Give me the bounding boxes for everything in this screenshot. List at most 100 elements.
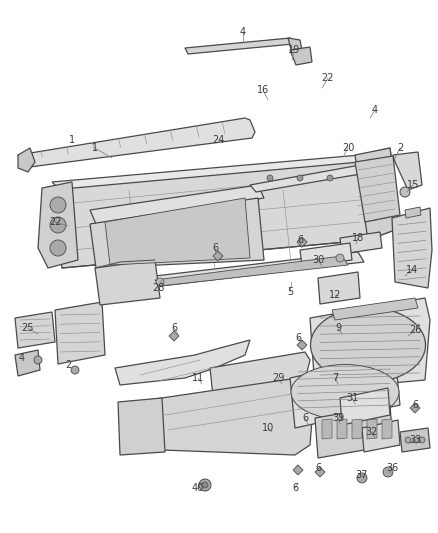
Polygon shape	[148, 375, 322, 455]
Polygon shape	[400, 428, 430, 452]
Circle shape	[50, 240, 66, 256]
Polygon shape	[367, 419, 377, 439]
Polygon shape	[310, 298, 430, 390]
Text: 30: 30	[312, 255, 324, 265]
Polygon shape	[118, 398, 165, 455]
Polygon shape	[315, 405, 393, 458]
Circle shape	[413, 437, 419, 443]
Text: 39: 39	[332, 413, 344, 423]
Text: 6: 6	[171, 323, 177, 333]
Circle shape	[199, 479, 211, 491]
Polygon shape	[340, 388, 390, 425]
Text: 9: 9	[335, 323, 341, 333]
Circle shape	[400, 187, 410, 197]
Polygon shape	[169, 331, 179, 341]
Polygon shape	[332, 298, 418, 320]
Circle shape	[71, 366, 79, 374]
Text: 31: 31	[346, 393, 358, 403]
Circle shape	[419, 437, 425, 443]
Circle shape	[336, 254, 344, 262]
Polygon shape	[297, 237, 307, 247]
Circle shape	[267, 175, 273, 181]
Polygon shape	[392, 208, 432, 288]
Polygon shape	[95, 260, 160, 305]
Polygon shape	[393, 152, 422, 190]
Text: 6: 6	[412, 400, 418, 410]
Text: 15: 15	[407, 180, 419, 190]
Circle shape	[297, 175, 303, 181]
Text: 6: 6	[212, 243, 218, 253]
Polygon shape	[38, 182, 78, 268]
Circle shape	[156, 278, 164, 286]
Text: 33: 33	[409, 435, 421, 445]
Circle shape	[367, 164, 383, 180]
Text: 18: 18	[352, 233, 364, 243]
Text: 11: 11	[192, 373, 204, 383]
Text: 6: 6	[295, 333, 301, 343]
Text: 14: 14	[406, 265, 418, 275]
Polygon shape	[213, 251, 223, 261]
Circle shape	[202, 482, 208, 488]
Text: 2: 2	[397, 143, 403, 153]
Circle shape	[50, 217, 66, 233]
Text: 22: 22	[49, 217, 61, 227]
Polygon shape	[337, 419, 347, 439]
Polygon shape	[322, 419, 332, 439]
Polygon shape	[15, 350, 40, 376]
Text: 6: 6	[302, 413, 308, 423]
Polygon shape	[18, 118, 255, 168]
Polygon shape	[250, 165, 366, 192]
Ellipse shape	[291, 365, 399, 419]
Text: 1: 1	[92, 143, 98, 153]
Polygon shape	[410, 403, 420, 413]
Text: 32: 32	[366, 427, 378, 437]
Polygon shape	[290, 47, 312, 65]
Polygon shape	[293, 465, 303, 475]
Ellipse shape	[311, 308, 425, 383]
Text: 4: 4	[372, 105, 378, 115]
Text: 1: 1	[69, 135, 75, 145]
Text: 6: 6	[315, 463, 321, 473]
Polygon shape	[315, 467, 325, 477]
Text: 40: 40	[192, 483, 204, 493]
Polygon shape	[297, 340, 307, 350]
Polygon shape	[352, 419, 362, 439]
Text: 29: 29	[272, 373, 284, 383]
Polygon shape	[138, 252, 364, 288]
Text: 25: 25	[22, 323, 34, 333]
Text: 16: 16	[257, 85, 269, 95]
Polygon shape	[210, 352, 310, 415]
Polygon shape	[55, 302, 105, 364]
Polygon shape	[382, 419, 392, 439]
Text: 24: 24	[212, 135, 224, 145]
Polygon shape	[115, 340, 250, 385]
Polygon shape	[52, 155, 368, 190]
Polygon shape	[52, 162, 368, 268]
Circle shape	[367, 184, 383, 200]
Text: 6: 6	[292, 483, 298, 493]
Text: 22: 22	[322, 73, 334, 83]
Circle shape	[357, 473, 367, 483]
Polygon shape	[362, 420, 400, 452]
Polygon shape	[90, 198, 264, 268]
Polygon shape	[340, 232, 382, 254]
Text: 5: 5	[287, 287, 293, 297]
Polygon shape	[355, 148, 400, 240]
Polygon shape	[300, 243, 352, 266]
Circle shape	[34, 356, 42, 364]
Polygon shape	[355, 156, 400, 222]
Text: 2: 2	[65, 360, 71, 370]
Circle shape	[367, 204, 383, 220]
Polygon shape	[15, 312, 55, 348]
Text: 36: 36	[386, 463, 398, 473]
Text: 4: 4	[19, 353, 25, 363]
Polygon shape	[105, 198, 250, 265]
Text: 19: 19	[288, 45, 300, 55]
Text: 7: 7	[332, 373, 338, 383]
Circle shape	[383, 467, 393, 477]
Text: 6: 6	[297, 235, 303, 245]
Polygon shape	[405, 207, 421, 218]
Polygon shape	[290, 355, 400, 428]
Polygon shape	[318, 272, 360, 304]
Text: 20: 20	[342, 143, 354, 153]
